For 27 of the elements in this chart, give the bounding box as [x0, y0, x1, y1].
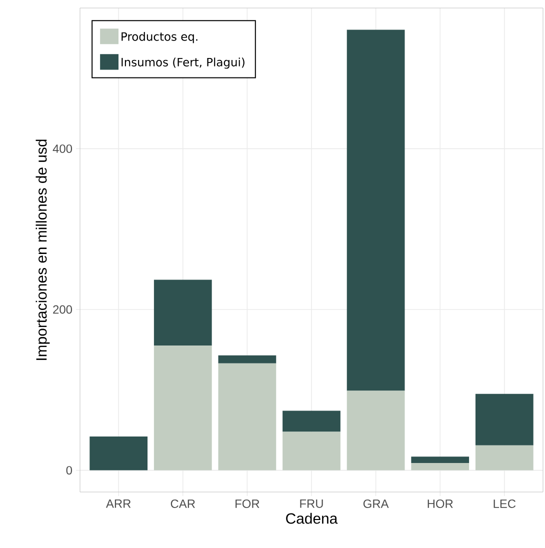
y-axis-title: Importaciones en millones de usd — [36, 140, 50, 360]
x-tick-label: HOR — [428, 500, 453, 508]
bar — [218, 355, 276, 364]
legend-label: Productos eq. — [122, 32, 198, 44]
bar — [282, 432, 340, 470]
bar — [411, 456, 470, 464]
x-tick-label: LEC — [494, 500, 516, 508]
x-tick-label: CAR — [170, 500, 195, 508]
bar — [154, 346, 212, 470]
legend-label: Insumos (Fert, Plagui) — [122, 58, 244, 69]
y-tick-label: 400 — [52, 144, 72, 153]
bar — [411, 463, 470, 470]
x-tick-label: FOR — [236, 500, 260, 508]
bar — [346, 30, 405, 391]
x-axis-title: Cadena — [286, 512, 338, 524]
bar — [346, 390, 405, 470]
x-tick-label: ARR — [106, 500, 131, 508]
bar — [475, 445, 534, 470]
bar — [282, 410, 340, 432]
bar — [90, 436, 148, 470]
y-tick-label: 200 — [53, 305, 72, 314]
bar — [475, 394, 534, 446]
y-tick-label: 0 — [66, 466, 72, 475]
bar — [154, 280, 212, 346]
x-tick-label: FRU — [300, 500, 323, 508]
x-tick-label: GRA — [363, 500, 389, 508]
bar — [218, 363, 276, 470]
